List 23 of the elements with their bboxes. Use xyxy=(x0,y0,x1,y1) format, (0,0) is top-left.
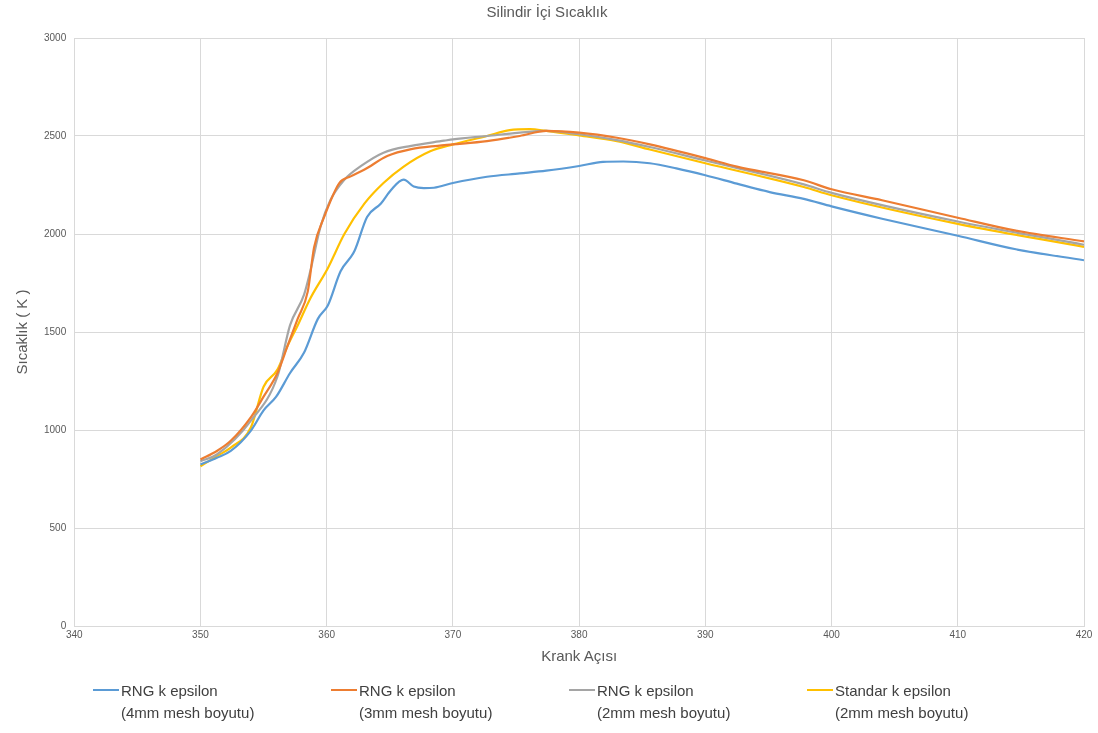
x-tick-label: 340 xyxy=(65,628,84,640)
y-axis-title: Sıcaklık ( K ) xyxy=(13,289,31,375)
y-tick-label: 3000 xyxy=(44,31,67,43)
y-tick-label: 2000 xyxy=(44,227,67,239)
x-tick-label: 420 xyxy=(1075,628,1093,640)
x-tick-label: 360 xyxy=(318,628,336,640)
legend-label: RNG k epsilon (3mm mesh boyutu) xyxy=(359,681,494,723)
y-tick-label: 2500 xyxy=(44,129,67,141)
x-tick-label: 400 xyxy=(823,628,841,640)
legend-label: Standar k epsilon (2mm mesh boyutu) xyxy=(835,681,970,723)
y-tick-label: 1000 xyxy=(44,423,67,435)
legend-label: RNG k epsilon (2mm mesh boyutu) xyxy=(597,681,732,723)
x-axis-title: Krank Açısı xyxy=(541,647,618,665)
x-tick-label: 380 xyxy=(570,628,588,640)
y-tick-label: 500 xyxy=(49,521,67,533)
chart-title: Silindir İçi Sıcaklık xyxy=(486,3,608,21)
x-tick-label: 390 xyxy=(697,628,715,640)
x-tick-label: 350 xyxy=(192,628,210,640)
y-tick-label: 1500 xyxy=(44,325,67,337)
y-tick-label: 0 xyxy=(60,619,67,631)
legend-label: RNG k epsilon (4mm mesh boyutu) xyxy=(121,681,256,723)
x-tick-label: 370 xyxy=(444,628,462,640)
x-tick-label: 410 xyxy=(949,628,967,640)
